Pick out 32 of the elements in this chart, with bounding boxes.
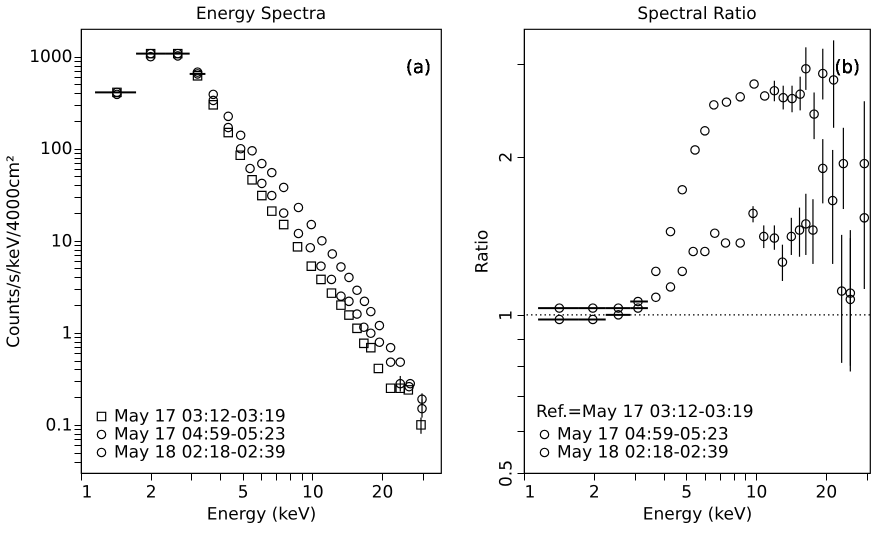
x-tick-label: 2 [146,482,157,502]
x-tick-label: 5 [681,482,692,502]
y-axis-title: Ratio [472,230,492,274]
x-tick-label: 1 [82,482,92,502]
y-axis-title: Counts/s/keV/4000cm² [4,155,24,348]
y-tick-label: 10 [50,231,72,252]
legend-label: May 17 03:12-03:19 [114,406,286,426]
chart-title: Spectral Ratio [637,4,757,24]
x-tick-label: 10 [746,482,768,502]
x-tick-label: 20 [816,482,838,502]
y-tick-label: 2 [496,152,516,163]
x-axis-title: Energy (keV) [642,504,752,524]
x-tick-label: 2 [588,482,600,502]
legend-title: Ref.=May 17 03:12-03:19 [536,402,754,422]
x-axis-title: Energy (keV) [206,504,316,524]
x-tick-label: 1 [524,482,536,502]
annotation: (b) [834,57,860,78]
y-tick-label: 100 [40,139,72,160]
legend-label: May 18 02:18-02:39 [114,442,286,462]
y-tick-label: 0.1 [45,415,72,436]
x-tick-label: 20 [372,482,394,502]
x-tick-label: 10 [302,482,324,502]
legend-label: May 18 02:18-02:39 [557,442,729,462]
annotation: (a) [406,57,431,78]
legend-label: May 17 04:59-05:23 [114,424,286,444]
chart-title: Energy Spectra [196,4,326,24]
y-tick-label: 1 [62,323,72,344]
y-tick-label: 0.5 [496,460,516,488]
y-tick-label: 1 [496,310,516,321]
x-tick-label: 5 [238,482,249,502]
y-tick-label: 1000 [29,47,72,68]
legend-label: May 17 04:59-05:23 [557,424,729,444]
